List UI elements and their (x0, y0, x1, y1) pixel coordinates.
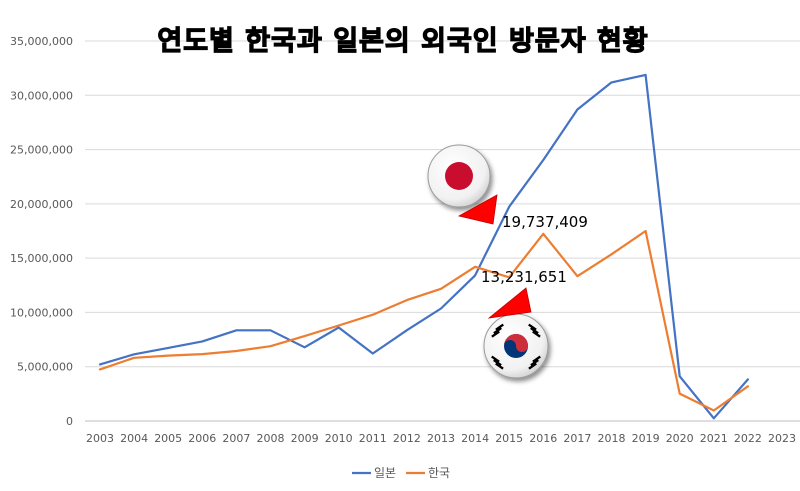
x-tick-label: 2018 (598, 432, 626, 445)
japan-2015-value-label: 19,737,409 (502, 213, 588, 231)
x-tick-label: 2003 (86, 432, 114, 445)
korea-2015-value-label: 13,231,651 (481, 268, 567, 286)
legend: 일본 한국 (352, 466, 450, 480)
x-tick-label: 2006 (188, 432, 216, 445)
x-tick-label: 2021 (700, 432, 728, 445)
y-tick-label: 30,000,000 (10, 89, 73, 102)
x-axis-ticks: 2003 2004 2005 2006 2007 2008 2009 2010 2011 2012… (86, 432, 796, 445)
x-tick-label: 2009 (291, 432, 319, 445)
series-line-japan (98, 73, 750, 420)
legend-label-japan: 일본 (374, 466, 396, 480)
korea-flag-icon (483, 313, 549, 379)
legend-label-korea: 한국 (428, 466, 450, 480)
x-tick-label: 2022 (734, 432, 762, 445)
x-tick-label: 2012 (393, 432, 421, 445)
x-tick-label: 2013 (427, 432, 455, 445)
japan-flag-icon (427, 144, 491, 208)
y-axis-ticks: 0 5,000,000 10,000,000 15,000,000 20,000,000… (10, 35, 73, 428)
x-tick-label: 2010 (325, 432, 353, 445)
y-tick-label: 0 (66, 415, 73, 428)
x-tick-label: 2008 (257, 432, 285, 445)
x-tick-label: 2015 (495, 432, 523, 445)
x-tick-label: 2023 (768, 432, 796, 445)
trigram-marks (491, 323, 541, 370)
y-tick-label: 35,000,000 (10, 35, 73, 48)
x-tick-label: 2004 (120, 432, 148, 445)
japan-arrow-icon (457, 194, 498, 225)
x-tick-label: 2005 (154, 432, 182, 445)
korea-arrow-icon (487, 287, 532, 319)
series-lines (98, 73, 750, 420)
chart-title: 연도별 한국과 일본의 외국인 방문자 현황 (157, 26, 648, 57)
x-tick-label: 2014 (461, 432, 489, 445)
y-tick-label: 25,000,000 (10, 144, 73, 157)
x-tick-label: 2019 (632, 432, 660, 445)
gridlines (85, 40, 800, 422)
series-line-korea (98, 229, 750, 412)
y-tick-label: 15,000,000 (10, 252, 73, 265)
x-tick-label: 2017 (563, 432, 591, 445)
x-tick-label: 2016 (529, 432, 557, 445)
x-tick-label: 2007 (222, 432, 250, 445)
y-tick-label: 5,000,000 (17, 361, 73, 374)
x-tick-label: 2020 (666, 432, 694, 445)
y-tick-label: 20,000,000 (10, 198, 73, 211)
taegeuk-symbol (504, 334, 528, 358)
y-tick-label: 10,000,000 (10, 306, 73, 319)
x-tick-label: 2011 (359, 432, 387, 445)
